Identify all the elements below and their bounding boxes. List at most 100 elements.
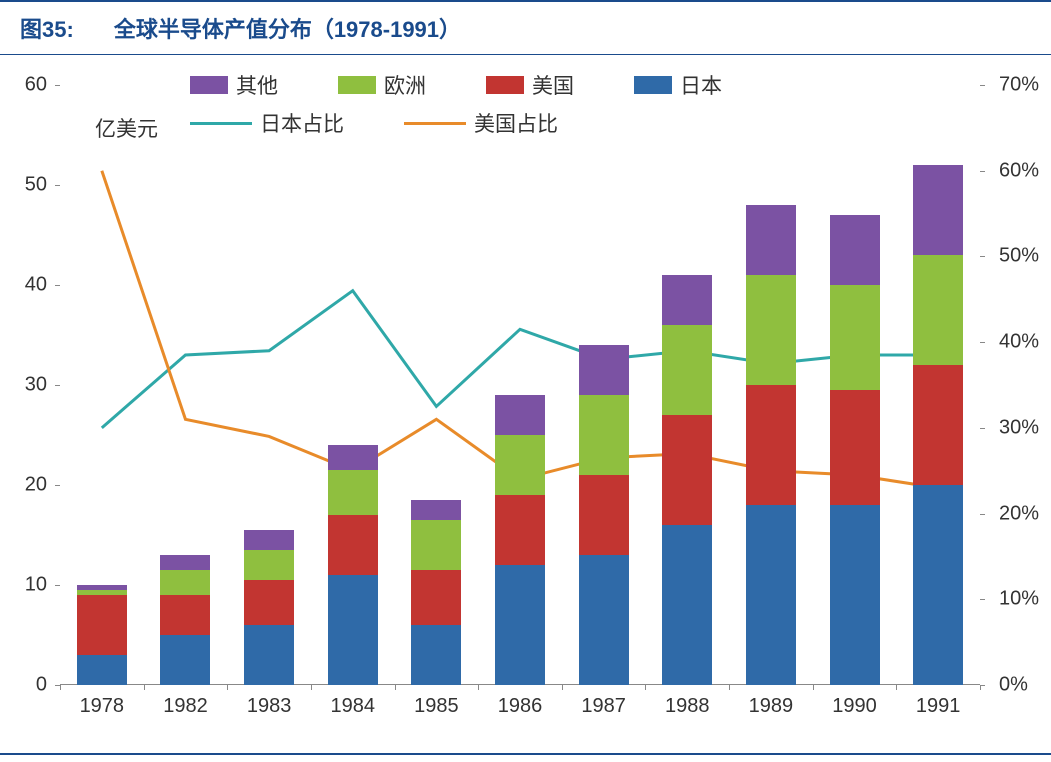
bar-segment-其他 xyxy=(244,530,294,550)
bar-segment-欧洲 xyxy=(913,255,963,365)
bar-segment-欧洲 xyxy=(160,570,210,595)
bar-segment-日本 xyxy=(830,505,880,685)
bar-segment-欧洲 xyxy=(77,590,127,595)
y-left-tick-mark xyxy=(55,385,60,386)
bar-segment-日本 xyxy=(160,635,210,685)
legend-swatch-icon xyxy=(486,76,524,94)
bar-segment-其他 xyxy=(495,395,545,435)
y-left-tick-label: 20 xyxy=(25,474,47,497)
y-left-tick-label: 30 xyxy=(25,374,47,397)
bar-segment-其他 xyxy=(913,165,963,255)
legend-item: 其他 xyxy=(190,70,278,100)
y-left-tick-mark xyxy=(55,85,60,86)
y-right-tick-mark xyxy=(980,514,985,515)
bar-group xyxy=(411,500,461,685)
legend-item: 美国 xyxy=(486,70,574,100)
legend-label: 其他 xyxy=(236,70,278,100)
bar-group xyxy=(328,445,378,685)
bar-group xyxy=(830,215,880,685)
bar-segment-美国 xyxy=(830,390,880,505)
y-right-tick-mark xyxy=(980,171,985,172)
x-tick-label: 1990 xyxy=(832,695,877,718)
bar-segment-其他 xyxy=(579,345,629,395)
bar-segment-美国 xyxy=(746,385,796,505)
y-left-tick-mark xyxy=(55,485,60,486)
bar-segment-其他 xyxy=(77,585,127,590)
bar-segment-美国 xyxy=(77,595,127,655)
x-tick-label: 1978 xyxy=(80,695,125,718)
y-right-tick-mark xyxy=(980,85,985,86)
bar-segment-美国 xyxy=(244,580,294,625)
bar-segment-日本 xyxy=(411,625,461,685)
bar-group xyxy=(77,585,127,685)
y-right-tick-label: 50% xyxy=(999,245,1039,268)
bar-group xyxy=(746,205,796,685)
legend-line-icon xyxy=(404,122,466,125)
x-axis: 1978198219831984198519861987198819891990… xyxy=(60,690,980,720)
legend-label: 美国占比 xyxy=(474,108,558,138)
legend-line-icon xyxy=(190,122,252,125)
y-right-tick-mark xyxy=(980,256,985,257)
x-tick-label: 1986 xyxy=(498,695,543,718)
bar-segment-日本 xyxy=(579,555,629,685)
bar-segment-其他 xyxy=(830,215,880,285)
y-left-tick-label: 60 xyxy=(25,74,47,97)
plot-area xyxy=(60,85,980,685)
bar-segment-欧洲 xyxy=(746,275,796,385)
legend-swatch-icon xyxy=(338,76,376,94)
figure-number: 图35: xyxy=(20,12,74,44)
y-right-tick-label: 60% xyxy=(999,159,1039,182)
bar-segment-欧洲 xyxy=(830,285,880,390)
x-tick-label: 1984 xyxy=(330,695,375,718)
bar-segment-美国 xyxy=(913,365,963,485)
bar-segment-其他 xyxy=(160,555,210,570)
bar-segment-日本 xyxy=(328,575,378,685)
y-left-tick-label: 40 xyxy=(25,274,47,297)
legend-item: 欧洲 xyxy=(338,70,426,100)
bar-segment-美国 xyxy=(662,415,712,525)
y-right-tick-label: 20% xyxy=(999,502,1039,525)
bar-segment-其他 xyxy=(328,445,378,470)
y-right-tick-label: 30% xyxy=(999,416,1039,439)
bar-segment-其他 xyxy=(662,275,712,325)
bar-group xyxy=(913,165,963,685)
bar-segment-其他 xyxy=(746,205,796,275)
x-tick-label: 1988 xyxy=(665,695,710,718)
figure-bottom-border xyxy=(0,753,1051,755)
x-tick-label: 1983 xyxy=(247,695,292,718)
bar-segment-日本 xyxy=(746,505,796,685)
y-right-tick-label: 0% xyxy=(999,674,1028,697)
legend-item: 美国占比 xyxy=(404,108,558,138)
y-right-tick-label: 10% xyxy=(999,588,1039,611)
bar-segment-美国 xyxy=(579,475,629,555)
bar-segment-日本 xyxy=(495,565,545,685)
bar-segment-欧洲 xyxy=(579,395,629,475)
bar-segment-欧洲 xyxy=(328,470,378,515)
legend-label: 美国 xyxy=(532,70,574,100)
y-left-tick-mark xyxy=(55,185,60,186)
x-tick-label: 1989 xyxy=(749,695,794,718)
x-tick-label: 1985 xyxy=(414,695,459,718)
bar-segment-欧洲 xyxy=(411,520,461,570)
y-left-tick-label: 0 xyxy=(36,674,47,697)
y-right-tick-mark xyxy=(980,428,985,429)
y-left-tick-mark xyxy=(55,585,60,586)
bar-segment-欧洲 xyxy=(495,435,545,495)
figure-title: 全球半导体产值分布（1978-1991） xyxy=(114,12,461,44)
y-left-tick-label: 10 xyxy=(25,574,47,597)
y-left-tick-mark xyxy=(55,285,60,286)
x-tick-mark xyxy=(980,685,981,690)
y-left-tick-label: 50 xyxy=(25,174,47,197)
bar-segment-其他 xyxy=(411,500,461,520)
chart-container: 0102030405060 0%10%20%30%40%50%60%70% 19… xyxy=(0,55,1051,755)
y-right-tick-label: 70% xyxy=(999,74,1039,97)
legend-label: 欧洲 xyxy=(384,70,426,100)
legend-item: 日本 xyxy=(634,70,722,100)
unit-label: 亿美元 xyxy=(95,113,158,143)
legend-label: 日本占比 xyxy=(260,108,344,138)
bar-segment-日本 xyxy=(913,485,963,685)
legend-item: 日本占比 xyxy=(190,108,344,138)
bar-group xyxy=(579,345,629,685)
y-axis-right: 0%10%20%30%40%50%60%70% xyxy=(991,85,1051,685)
bar-segment-日本 xyxy=(662,525,712,685)
